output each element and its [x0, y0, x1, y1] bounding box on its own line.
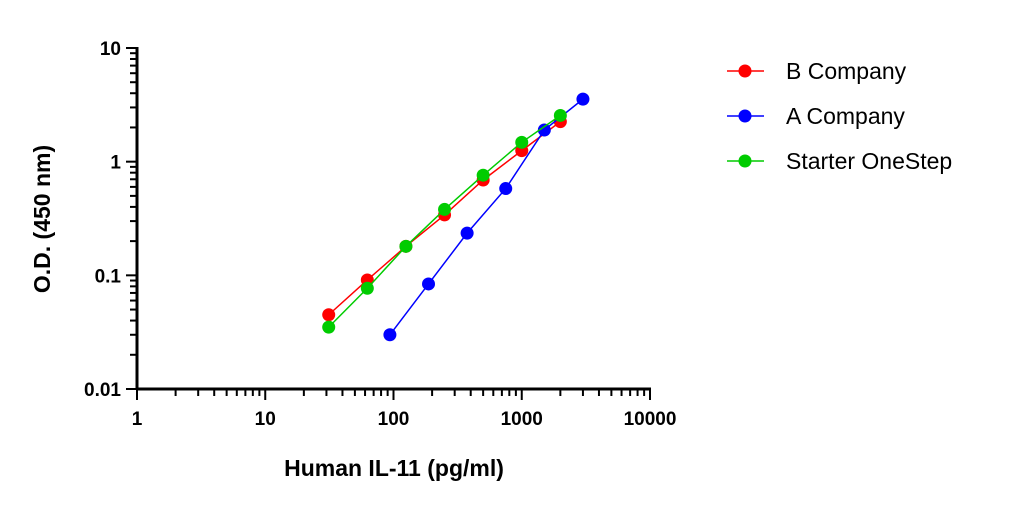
legend-label: A Company — [786, 103, 905, 129]
data-point-a-company — [537, 123, 551, 137]
data-point-starter-onestep — [476, 168, 490, 182]
legend-label: B Company — [786, 58, 907, 84]
y-tick-label: 1 — [110, 153, 121, 174]
y-tick-label: 10 — [100, 39, 121, 60]
legend-item-starter-onestep: Starter OneStep — [727, 148, 952, 174]
series-layer — [322, 92, 590, 342]
legend-item-b-company: B Company — [727, 58, 907, 84]
series-line-a-company — [389, 98, 584, 336]
data-point-a-company — [499, 182, 513, 196]
data-point-a-company — [383, 328, 397, 342]
data-point-a-company — [460, 226, 474, 240]
data-point-a-company — [422, 277, 436, 291]
legend-marker — [738, 109, 752, 123]
legend-marker — [738, 64, 752, 78]
data-point-b-company — [322, 308, 336, 322]
legend: B Company A Company Starter OneStep — [727, 58, 952, 174]
y-tick-label: 0.01 — [84, 380, 121, 401]
data-point-starter-onestep — [322, 320, 336, 334]
x-axis-title: Human IL-11 (pg/ml) — [284, 455, 504, 481]
legend-item-a-company: A Company — [727, 103, 905, 129]
x-tick-label: 1 — [132, 409, 143, 430]
legend-marker — [738, 154, 752, 168]
y-axis-title: O.D. (450 nm) — [29, 145, 55, 293]
data-point-starter-onestep — [438, 202, 452, 216]
data-point-starter-onestep — [553, 108, 567, 122]
x-tick-label: 10000 — [624, 409, 677, 430]
x-tick-label: 1000 — [501, 409, 543, 430]
series-starter-onestep — [322, 108, 567, 334]
x-tick-label: 100 — [378, 409, 410, 430]
axes: 1 10 100 1000 10000 0.01 0.1 1 10 — [84, 39, 676, 430]
data-point-starter-onestep — [515, 135, 529, 149]
series-a-company — [383, 92, 590, 342]
data-point-starter-onestep — [399, 239, 413, 253]
y-tick-label: 0.1 — [95, 266, 122, 287]
legend-label: Starter OneStep — [786, 148, 952, 174]
series-b-company — [322, 115, 567, 322]
data-point-starter-onestep — [360, 281, 374, 295]
x-tick-label: 10 — [255, 409, 276, 430]
data-point-a-company — [576, 92, 590, 106]
